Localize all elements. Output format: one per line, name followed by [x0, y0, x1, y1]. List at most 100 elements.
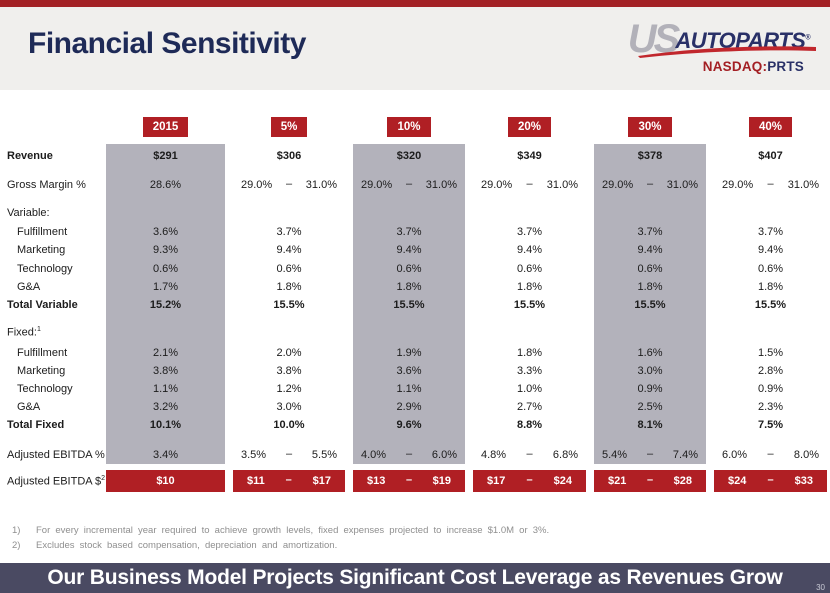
table-row: Technology 0.6% 0.6% 0.6% 0.6% 0.6% 0.6%	[0, 260, 827, 278]
cell-value: 2.3%	[757, 401, 784, 413]
cell-value: 7.5%	[757, 419, 784, 431]
cell-low-value: 5.4%	[602, 449, 628, 461]
sensitivity-table: 2015 5% 10% 20% 30% 40% Revenue $291 $306 $320 $3…	[0, 113, 827, 492]
range-dash: –	[405, 448, 413, 460]
cell-high-value: $24	[553, 475, 572, 487]
table-cell: 8.1%	[594, 416, 706, 434]
table-cell: 3.6%	[353, 362, 465, 380]
row-label-text: Total Fixed	[7, 419, 65, 431]
cell-value: 0.6%	[396, 263, 422, 275]
table-cell: 15.2%	[106, 296, 225, 314]
table-cell: 1.8%	[473, 344, 586, 362]
row-label: Fulfillment	[0, 226, 98, 238]
table-cell: 9.3%	[106, 241, 225, 259]
table-cell: 9.4%	[473, 241, 586, 259]
table-cell: 29.0% –31.0%	[353, 176, 465, 194]
table-row: Total Fixed 10.1% 10.0% 9.6% 8.8% 8.1% 7.5%	[0, 416, 827, 434]
shaded-column-10pct	[353, 144, 465, 464]
table-cell: $291	[106, 147, 225, 165]
range-dash: –	[285, 474, 292, 486]
table-cell: 15.5%	[353, 296, 465, 314]
range-dash: –	[526, 448, 533, 460]
cell-low-value: $11	[247, 475, 265, 487]
table-cell-empty	[714, 204, 827, 222]
table-cell: 3.0%	[233, 398, 345, 416]
cell-value: 3.2%	[152, 401, 179, 413]
cell-value: 15.5%	[273, 299, 305, 311]
row-label: Fulfillment	[0, 347, 98, 359]
table-cell: 29.0% –31.0%	[473, 176, 586, 194]
row-label: Adjusted EBITDA $2	[0, 475, 105, 488]
table-cell: 3.4%	[106, 446, 225, 464]
cell-value: 3.7%	[757, 226, 784, 238]
page-title: Financial Sensitivity	[28, 27, 306, 60]
table-row: Fixed:1	[0, 323, 827, 341]
table-cell: 2.3%	[714, 398, 827, 416]
table-row: Revenue $291 $306 $320 $349 $378 $407	[0, 147, 827, 165]
cell-value: 1.8%	[516, 281, 543, 293]
range-dash: –	[405, 178, 413, 190]
cell-low-value: 29.0%	[722, 179, 754, 191]
range-dash: –	[526, 178, 533, 190]
row-label: Revenue	[0, 150, 98, 162]
row-label: Total Variable	[0, 299, 98, 311]
row-label-text: Adjusted EBITDA %	[7, 449, 105, 461]
cell-value: 0.6%	[516, 263, 543, 275]
cell-value: 3.8%	[152, 365, 179, 377]
table-cell: 3.7%	[594, 223, 706, 241]
cell-value: 0.6%	[757, 263, 784, 275]
cell-value: 15.5%	[513, 299, 546, 311]
table-cell: $320	[353, 147, 465, 165]
cell-value: 0.6%	[276, 263, 302, 275]
cell-low-value: $17	[487, 475, 506, 487]
table-cell: 9.6%	[353, 416, 465, 434]
cell-high-value: $17	[312, 475, 331, 487]
row-label-text: Total Variable	[7, 299, 78, 311]
cell-value: 3.7%	[276, 226, 302, 238]
table-row: Technology 1.1% 1.2% 1.1% 1.0% 0.9% 0.9%	[0, 380, 827, 398]
table-cell: 9.4%	[714, 241, 827, 259]
cell-high-value: 6.0%	[431, 449, 457, 461]
cell-value: $320	[396, 150, 422, 162]
table-cell: 1.8%	[233, 278, 345, 296]
row-label-text: Marketing	[17, 244, 66, 256]
row-label-text: Technology	[17, 383, 73, 395]
table-cell: 3.3%	[473, 362, 586, 380]
cell-value: 3.8%	[276, 365, 302, 377]
row-label: Total Fixed	[0, 419, 98, 431]
cell-value: 1.0%	[516, 383, 543, 395]
table-cell-empty	[353, 204, 465, 222]
column-header-cell: 30%	[594, 117, 706, 137]
table-cell: 4.8% – 6.8%	[473, 446, 586, 464]
cell-value: 9.4%	[757, 244, 784, 256]
cell-high-value: 7.4%	[672, 449, 698, 461]
registered-trademark-icon: ®	[805, 34, 810, 42]
cell-value: 0.9%	[757, 383, 784, 395]
cell-high-value: 31.0%	[546, 179, 578, 191]
table-cell: $24 – $33	[714, 470, 827, 492]
cell-high-value: 31.0%	[305, 179, 337, 191]
table-cell: 0.6%	[473, 260, 586, 278]
column-header-g5: 5%	[270, 117, 308, 137]
table-cell: $10	[106, 470, 225, 492]
table-cell-empty	[233, 204, 345, 222]
column-header-g40: 40%	[748, 117, 793, 137]
row-label-text: Fulfillment	[17, 226, 68, 238]
cell-low-value: 3.5%	[241, 449, 267, 461]
column-header-g10: 10%	[387, 117, 431, 137]
table-cell: 0.6%	[714, 260, 827, 278]
cell-value: 1.1%	[152, 383, 179, 395]
cell-value: 15.5%	[754, 299, 787, 311]
table-cell: 3.7%	[473, 223, 586, 241]
table-cell: 29.0% –31.0%	[594, 176, 706, 194]
range-dash: –	[285, 178, 293, 190]
cell-value: 2.9%	[396, 401, 422, 413]
cell-value: 10.1%	[149, 419, 182, 431]
column-header-g20: 20%	[507, 117, 552, 137]
table-cell: $349	[473, 147, 586, 165]
cell-value: 1.8%	[637, 281, 663, 293]
range-dash: –	[646, 474, 654, 486]
row-label: Marketing	[0, 365, 98, 377]
table-cell: 0.6%	[106, 260, 225, 278]
column-header-cell: 5%	[233, 117, 345, 137]
